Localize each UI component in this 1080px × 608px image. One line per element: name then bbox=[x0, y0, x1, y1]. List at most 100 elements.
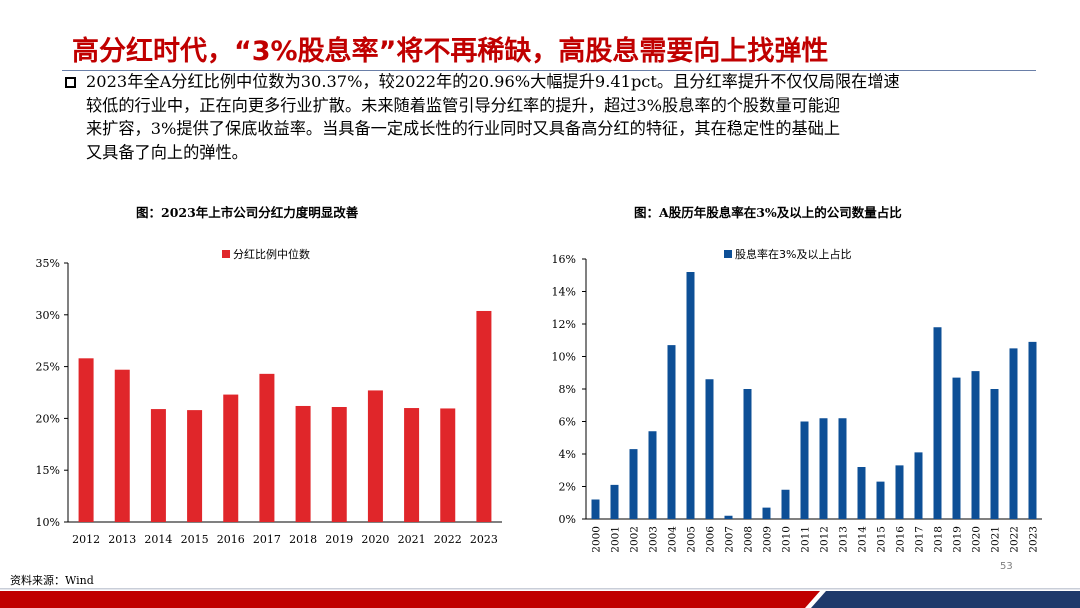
footer-band-navy bbox=[811, 591, 1080, 608]
right-x-tick-label: 2004 bbox=[667, 526, 679, 553]
left-y-tick-label: 10% bbox=[36, 516, 60, 529]
right-x-tick-label: 2019 bbox=[952, 526, 964, 553]
right-bar-2000 bbox=[591, 499, 600, 519]
left-x-tick-label: 2020 bbox=[361, 533, 389, 546]
left-bar-2018 bbox=[295, 405, 311, 522]
left-bar-2014 bbox=[150, 409, 166, 522]
source-note: 资料来源：Wind bbox=[10, 574, 94, 587]
left-bar-2016 bbox=[223, 394, 239, 522]
right-bar-2015 bbox=[876, 481, 885, 519]
left-y-tick-label: 35% bbox=[36, 257, 60, 270]
right-x-tick-label: 2010 bbox=[781, 526, 793, 553]
footer-divider bbox=[0, 588, 1080, 590]
right-x-tick-label: 2018 bbox=[933, 526, 945, 553]
right-y-tick-label: 0% bbox=[559, 513, 576, 526]
left-y-tick-label: 25% bbox=[36, 361, 60, 374]
summary-line: 2023年全A分红比例中位数为30.37%，较2022年的20.96%大幅提升9… bbox=[86, 72, 900, 91]
right-x-tick-label: 2006 bbox=[705, 526, 717, 553]
right-x-tick-label: 2015 bbox=[876, 526, 888, 553]
left-y-tick-label: 30% bbox=[36, 309, 60, 322]
left-x-tick-label: 2014 bbox=[144, 533, 172, 546]
right-bar-2019 bbox=[952, 377, 961, 519]
left-x-tick-label: 2021 bbox=[398, 533, 426, 546]
right-bar-2020 bbox=[971, 371, 980, 519]
right-x-tick-label: 2003 bbox=[648, 526, 660, 553]
right-bar-2014 bbox=[857, 467, 866, 519]
left-x-tick-label: 2015 bbox=[181, 533, 209, 546]
right-chart-caption: 图：A股历年股息率在3%及以上的公司数量占比 bbox=[634, 205, 902, 220]
summary-line: 又具备了向上的弹性。 bbox=[86, 143, 248, 163]
right-bar-2003 bbox=[648, 431, 657, 519]
left-x-tick-label: 2019 bbox=[325, 533, 353, 546]
left-y-tick-label: 15% bbox=[36, 464, 60, 477]
page-title: 高分红时代，“3%股息率”将不再稀缺，高股息需要向上找弹性 bbox=[72, 36, 829, 67]
left-x-tick-label: 2018 bbox=[289, 533, 317, 546]
right-x-tick-label: 2007 bbox=[724, 526, 736, 553]
right-x-tick-label: 2017 bbox=[914, 526, 926, 553]
right-bar-2011 bbox=[800, 421, 809, 519]
left-x-tick-label: 2022 bbox=[434, 533, 462, 546]
right-bar-2012 bbox=[819, 418, 828, 519]
right-y-tick-label: 12% bbox=[552, 318, 576, 331]
right-x-tick-label: 2000 bbox=[591, 526, 603, 553]
left-y-tick-label: 20% bbox=[36, 412, 60, 425]
right-y-tick-label: 6% bbox=[559, 416, 576, 429]
left-bar-2022 bbox=[440, 408, 456, 522]
right-bar-2016 bbox=[895, 465, 904, 519]
left-bar-2013 bbox=[114, 369, 130, 522]
page-number: 53 bbox=[1000, 561, 1013, 572]
right-bar-2023 bbox=[1028, 341, 1037, 519]
right-bar-2004 bbox=[667, 345, 676, 519]
left-legend-label: 分红比例中位数 bbox=[233, 247, 310, 261]
summary-line: 较低的行业中，正在向更多行业扩散。未来随着监管引导分红率的提升，超过3%股息率的… bbox=[86, 95, 841, 115]
right-x-tick-label: 2013 bbox=[838, 526, 850, 553]
right-bar-2018 bbox=[933, 327, 942, 519]
right-x-tick-label: 2014 bbox=[857, 526, 869, 553]
right-x-tick-label: 2001 bbox=[610, 526, 622, 553]
right-y-tick-label: 8% bbox=[559, 383, 576, 396]
right-x-tick-label: 2020 bbox=[971, 526, 983, 553]
right-bar-2007 bbox=[724, 515, 733, 519]
right-x-tick-label: 2012 bbox=[819, 526, 831, 553]
right-bar-2008 bbox=[743, 389, 752, 519]
right-x-tick-label: 2011 bbox=[800, 526, 812, 553]
left-bar-2019 bbox=[331, 407, 347, 522]
right-bar-2009 bbox=[762, 507, 771, 519]
right-bar-2002 bbox=[629, 449, 638, 519]
left-legend-swatch bbox=[222, 250, 230, 258]
left-bar-2021 bbox=[404, 408, 420, 522]
footer-band-red bbox=[0, 591, 820, 608]
left-bar-2023 bbox=[476, 310, 492, 522]
left-x-tick-label: 2016 bbox=[217, 533, 245, 546]
right-x-tick-label: 2021 bbox=[990, 526, 1002, 553]
right-y-tick-label: 2% bbox=[559, 481, 576, 494]
right-legend-swatch bbox=[724, 250, 732, 258]
right-bar-2005 bbox=[686, 272, 695, 519]
right-y-tick-label: 14% bbox=[552, 286, 576, 299]
summary-paragraph: 2023年全A分红比例中位数为30.37%，较2022年的20.96%大幅提升9… bbox=[86, 70, 1046, 165]
left-x-tick-label: 2017 bbox=[253, 533, 281, 546]
left-bar-2020 bbox=[367, 390, 383, 522]
left-x-tick-label: 2023 bbox=[470, 533, 498, 546]
right-bar-2013 bbox=[838, 418, 847, 519]
right-y-tick-label: 16% bbox=[552, 253, 576, 266]
right-x-tick-label: 2016 bbox=[895, 526, 907, 553]
right-y-tick-label: 10% bbox=[552, 351, 576, 364]
right-x-tick-label: 2008 bbox=[743, 526, 755, 553]
left-x-tick-label: 2013 bbox=[108, 533, 136, 546]
right-x-tick-label: 2009 bbox=[762, 526, 774, 553]
bullet-square-icon bbox=[65, 77, 76, 88]
left-x-tick-label: 2012 bbox=[72, 533, 100, 546]
left-chart-caption: 图：2023年上市公司分红力度明显改善 bbox=[136, 205, 359, 220]
right-bar-2022 bbox=[1009, 348, 1018, 519]
right-bar-2021 bbox=[990, 389, 999, 519]
right-legend-label: 股息率在3%及以上占比 bbox=[735, 247, 851, 261]
left-bar-2015 bbox=[187, 410, 203, 522]
right-x-tick-label: 2005 bbox=[686, 526, 698, 553]
right-x-tick-label: 2002 bbox=[629, 526, 641, 553]
right-bar-2010 bbox=[781, 489, 790, 519]
right-x-tick-label: 2022 bbox=[1009, 526, 1021, 553]
left-bar-2017 bbox=[259, 373, 275, 522]
title-divider bbox=[62, 70, 1036, 71]
